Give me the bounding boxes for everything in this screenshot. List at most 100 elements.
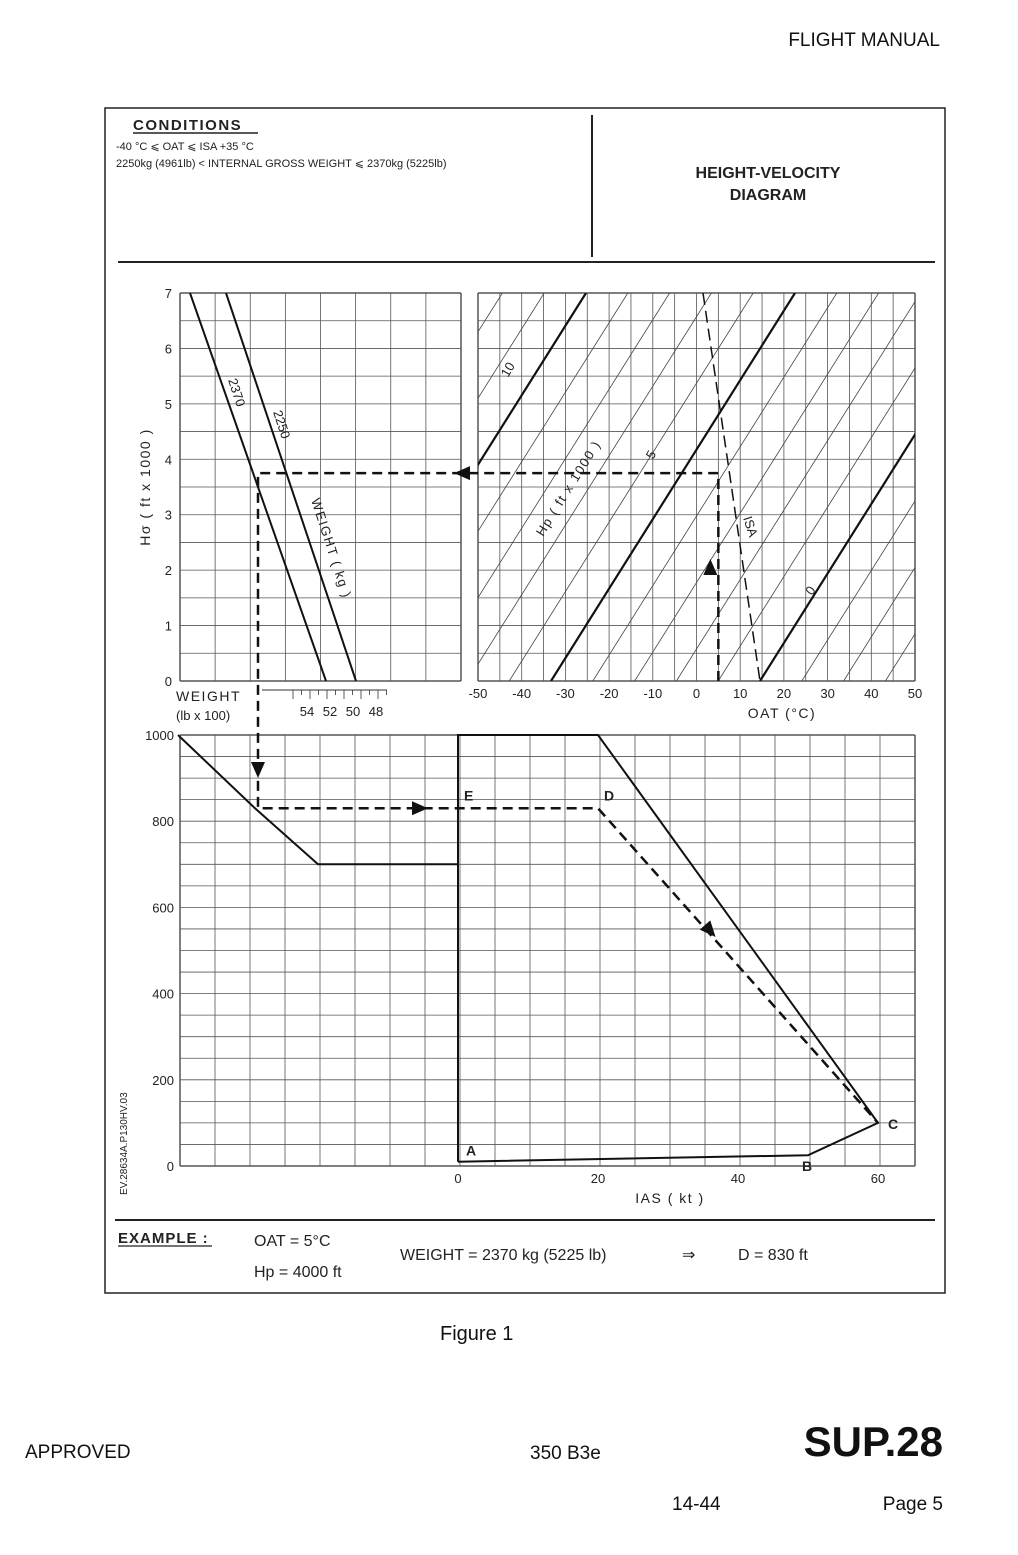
y-tick-label: 0 — [165, 674, 172, 689]
x-tick-label: -20 — [600, 686, 619, 701]
x-tick-label: 30 — [820, 686, 834, 701]
example-path — [256, 471, 879, 1124]
hp-line — [1011, 293, 1018, 681]
header-title: FLIGHT MANUAL — [788, 30, 940, 51]
model-label: 350 B3e — [530, 1443, 601, 1464]
x-tick-label: -40 — [512, 686, 531, 701]
hp-line — [969, 293, 1018, 681]
x-tick-label: 10 — [733, 686, 747, 701]
hp-thick-lines — [478, 293, 915, 681]
hp-line — [717, 367, 915, 681]
figure-caption: Figure 1 — [440, 1323, 514, 1345]
hp-line — [927, 293, 1018, 681]
x-tick-label: 20 — [591, 1171, 605, 1186]
weight-tick-label: 54 — [300, 704, 314, 719]
oat-x-ticks: -50 -40 -30 -20 -10 0 10 20 30 40 50 — [469, 686, 923, 701]
arrow-diagonal-icon — [699, 920, 716, 938]
x-tick-label: 40 — [731, 1171, 745, 1186]
y-tick-label: 4 — [165, 452, 172, 467]
point-labels: A B C D E — [464, 787, 898, 1174]
x-tick-label: 0 — [693, 686, 700, 701]
hp-label-10: 10 — [498, 359, 518, 379]
hp-line — [634, 293, 879, 681]
hp-line — [478, 293, 670, 599]
hp-line — [478, 293, 629, 532]
y-tick-label: 1000 — [145, 728, 174, 743]
height-y-ticks: 0 200 400 600 800 1000 — [145, 728, 174, 1174]
point-label-A: A — [466, 1143, 476, 1159]
y-tick-label: 0 — [167, 1159, 174, 1174]
condition-weight: 2250kg (4961lb) < INTERNAL GROSS WEIGHT … — [116, 158, 447, 170]
hp-line-0 — [759, 432, 915, 681]
avoid-region-boundary — [457, 734, 880, 1163]
point-label-B: B — [802, 1158, 812, 1174]
weight-kg-label: WEIGHT ( kg ) — [308, 496, 355, 600]
x-tick-label: 40 — [864, 686, 878, 701]
hp-line — [478, 293, 545, 400]
point-label-E: E — [464, 787, 473, 803]
arrow-up-icon — [703, 559, 718, 575]
ias-axis-label: IAS ( kt ) — [635, 1190, 704, 1206]
x-tick-label: 50 — [908, 686, 922, 701]
arrow-left-icon — [454, 466, 470, 481]
point-label-C: C — [888, 1116, 898, 1132]
y-tick-label: 200 — [152, 1073, 174, 1088]
diagram-title-line2: DIAGRAM — [730, 187, 806, 204]
figure-frame — [104, 107, 946, 1294]
chart-marks — [177, 292, 915, 1163]
y-tick-label: 5 — [165, 397, 172, 412]
hp-line-5 — [550, 293, 796, 681]
weight-chart-y-label: Hσ ( ft x 1000 ) — [137, 428, 153, 545]
y-tick-label: 6 — [165, 341, 172, 356]
x-tick-label: 20 — [777, 686, 791, 701]
hp-line — [676, 300, 915, 681]
hp-line-10 — [478, 293, 587, 467]
x-tick-label: -50 — [469, 686, 488, 701]
reference-code: EV.28634A.P130HV.03 — [119, 1092, 130, 1195]
hp-line — [801, 500, 915, 681]
ias-x-ticks: 0 20 40 60 — [454, 1171, 885, 1186]
example-label: EXAMPLE : — [118, 1230, 209, 1247]
y-tick-label: 2 — [165, 563, 172, 578]
conditions-heading: CONDITIONS — [133, 117, 242, 134]
weight-scale-ticks: 54 52 50 48 — [262, 689, 387, 719]
oat-axis-label: OAT (°C) — [748, 705, 816, 721]
hp-line — [592, 293, 838, 681]
weight-line-2370 — [189, 292, 327, 682]
weight-tick-label: 52 — [323, 704, 337, 719]
approved-label: APPROVED — [25, 1442, 131, 1463]
y-tick-label: 7 — [165, 286, 172, 301]
weight-tick-label: 48 — [369, 704, 383, 719]
x-tick-label: 0 — [454, 1171, 461, 1186]
weight-chart-y-ticks: 0 1 2 3 4 5 6 7 — [165, 286, 172, 689]
y-tick-label: 1 — [165, 619, 172, 634]
arrow-right-icon — [412, 801, 428, 816]
x-tick-label: 60 — [871, 1171, 885, 1186]
weight-axis-label-1: WEIGHT — [176, 688, 241, 704]
supplement-number: SUP.28 — [803, 1418, 943, 1465]
x-tick-label: -10 — [643, 686, 662, 701]
hp-line — [843, 566, 915, 681]
example-weight: WEIGHT = 2370 kg (5225 lb) — [400, 1247, 606, 1264]
point-label-D: D — [604, 787, 614, 803]
example-oat: OAT = 5°C — [254, 1233, 331, 1250]
weight-transfer-line — [177, 734, 458, 866]
page-number: Page 5 — [882, 1494, 943, 1515]
arrow-down-icon — [251, 762, 265, 778]
y-tick-label: 400 — [152, 987, 174, 1002]
weight-axis-label-2: (lb x 100) — [176, 708, 230, 723]
y-tick-label: 600 — [152, 900, 174, 915]
isa-label: ISA — [740, 514, 761, 539]
isa-line — [702, 292, 761, 682]
diagram-title-line1: HEIGHT-VELOCITY — [696, 165, 841, 182]
example-hp: Hp = 4000 ft — [254, 1264, 342, 1281]
y-tick-label: 800 — [152, 814, 174, 829]
x-tick-label: -30 — [556, 686, 575, 701]
weight-line-2250 — [225, 292, 357, 682]
implies-arrow: ⇒ — [682, 1247, 695, 1264]
y-tick-label: 3 — [165, 508, 172, 523]
hp-label-0: 0 — [802, 583, 818, 598]
section-number: 14-44 — [672, 1494, 721, 1515]
condition-oat: -40 °C ⩽ OAT ⩽ ISA +35 °C — [116, 141, 254, 153]
